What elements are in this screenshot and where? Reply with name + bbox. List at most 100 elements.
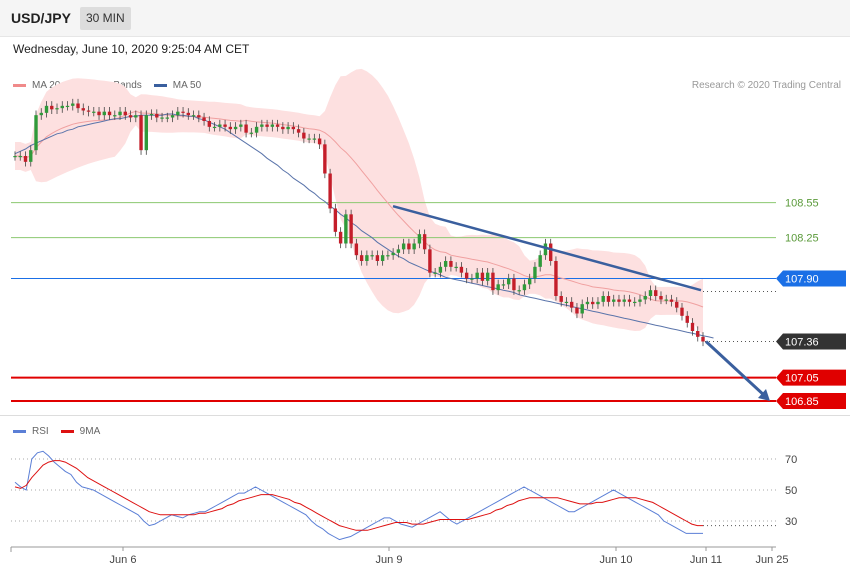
candle-body — [323, 144, 327, 174]
candle-body — [218, 124, 222, 127]
candle-body — [375, 255, 380, 261]
candle-body — [407, 243, 411, 250]
legend-9ma-label: 9MA — [79, 426, 101, 437]
candle-body — [512, 278, 516, 291]
candle-body — [417, 234, 422, 244]
candle-body — [50, 105, 54, 110]
credit-text: Research © 2020 Trading Central — [691, 80, 841, 91]
candle-body — [622, 299, 626, 302]
candle-body — [296, 129, 301, 133]
candle-body — [65, 105, 70, 108]
candle-body — [317, 138, 322, 145]
forecast-arrow-shaft — [704, 340, 768, 399]
candle-body — [275, 124, 280, 127]
candle-body — [86, 110, 91, 112]
symbol-title: USD/JPY — [11, 10, 71, 26]
candle-body — [333, 208, 338, 232]
candle-body — [680, 307, 684, 316]
candle-body — [386, 255, 390, 257]
candle-body — [370, 255, 374, 257]
legend-9ma: 9MA — [60, 426, 101, 437]
candle-body — [538, 255, 542, 267]
candle-body — [260, 124, 264, 127]
candle-body — [696, 331, 700, 337]
candle-body — [139, 115, 143, 151]
rsi-line — [14, 450, 703, 541]
candle-body — [391, 252, 395, 256]
candle-body — [549, 243, 553, 261]
candle-body — [485, 272, 490, 281]
candle-body — [13, 156, 17, 158]
candle-body — [118, 111, 122, 116]
candle-body — [575, 307, 579, 314]
timestamp: Wednesday, June 10, 2020 9:25:04 AM CET — [13, 42, 250, 56]
candle-body — [302, 132, 306, 139]
candle-body — [228, 126, 233, 130]
candle-body — [181, 111, 185, 113]
candle-body — [491, 272, 495, 291]
candle-body — [638, 299, 642, 302]
candle-body — [71, 103, 75, 106]
level-label-107-36: 107.36 — [785, 337, 819, 349]
candle-body — [612, 299, 616, 302]
candle-body — [464, 272, 469, 279]
candle-body — [365, 255, 369, 261]
candle-body — [449, 261, 453, 267]
candle-body — [144, 115, 148, 151]
legend-rsi: RSI — [13, 426, 49, 437]
candle-body — [517, 290, 521, 292]
level-tag-107-05 — [776, 369, 846, 386]
candle-body — [18, 156, 22, 158]
candle-body — [338, 231, 343, 244]
candle-body — [438, 266, 443, 273]
rsi-ma9-line — [14, 460, 703, 531]
candle-body — [44, 105, 49, 113]
candle-body — [281, 126, 285, 130]
candle-body — [202, 117, 206, 121]
level-tag-107-90 — [776, 270, 846, 287]
candle-body — [475, 272, 479, 279]
level-label-108-25: 108.25 — [785, 233, 819, 245]
candle-body — [506, 278, 511, 285]
candle-body — [412, 243, 416, 250]
candle-body — [627, 299, 632, 302]
x-tick-label: Jun 9 — [376, 554, 403, 566]
candle-body — [433, 272, 437, 274]
candle-body — [155, 114, 159, 118]
candle-body — [270, 124, 275, 127]
timeframe-button[interactable]: 30 MIN — [80, 7, 131, 30]
candle-body — [654, 290, 658, 296]
candle-body — [533, 266, 537, 279]
candle-body — [76, 103, 80, 109]
candle-body — [328, 173, 332, 209]
candle-body — [149, 114, 154, 116]
rsi-tick-label: 70 — [785, 454, 797, 466]
candle-body — [39, 112, 43, 116]
candle-body — [428, 249, 432, 273]
candle-body — [354, 243, 359, 256]
candle-body — [92, 111, 96, 113]
candle-body — [349, 214, 353, 244]
panel-divider — [0, 415, 850, 416]
candle-body — [60, 105, 64, 109]
candle-body — [543, 243, 548, 256]
candle-body — [564, 301, 569, 304]
level-label-106-85: 106.85 — [785, 396, 819, 408]
candle-body — [701, 336, 705, 342]
candle-body — [223, 124, 227, 127]
candle-body — [570, 301, 574, 308]
candle-body — [664, 299, 668, 301]
candle-body — [176, 111, 180, 116]
x-tick-label: Jun 25 — [755, 554, 788, 566]
rsi-legend: RSI 9MA — [13, 426, 112, 437]
candle-body — [34, 115, 38, 151]
candle-body — [102, 111, 106, 116]
candle-body — [170, 115, 175, 118]
candle-body — [160, 117, 164, 119]
forecast-arrow-head — [758, 389, 770, 401]
candle-body — [580, 304, 584, 314]
candle-body — [591, 301, 595, 305]
candle-body — [107, 111, 112, 116]
candle-body — [212, 126, 217, 129]
